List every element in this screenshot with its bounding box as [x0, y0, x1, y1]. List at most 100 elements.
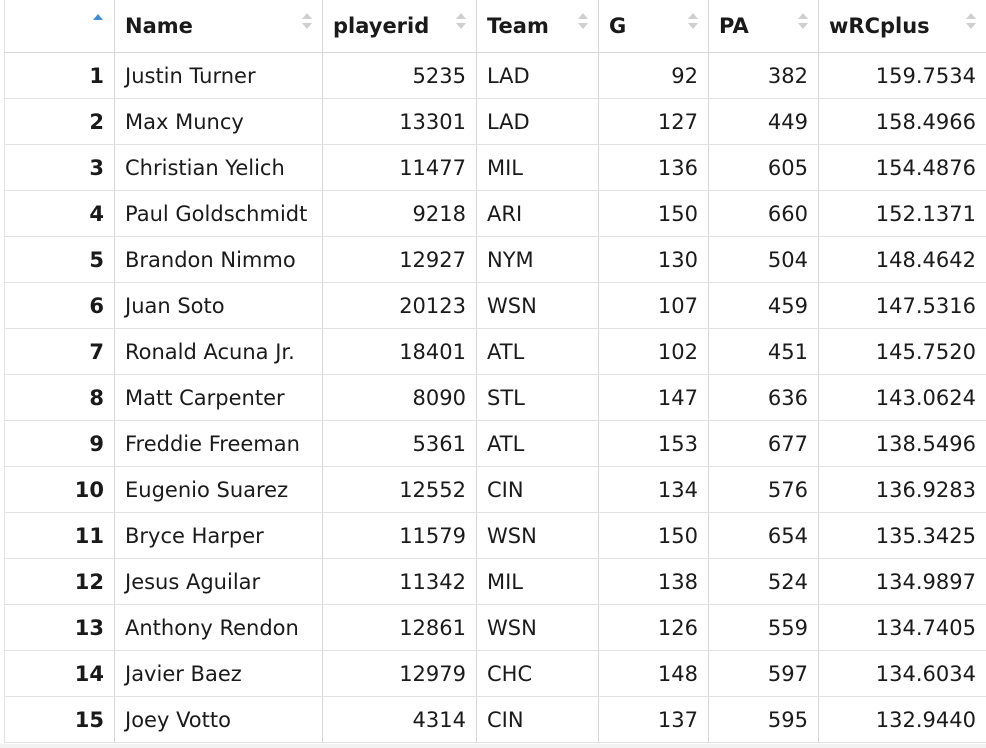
- row-index: 7: [4, 328, 115, 375]
- cell-g: 126: [598, 604, 709, 651]
- cell-playerid: 12927: [322, 236, 477, 283]
- cell-name: Ronald Acuna Jr.: [114, 328, 323, 375]
- cell-pa: 597: [708, 650, 819, 697]
- cell-team: CIN: [476, 466, 599, 513]
- cell-wrcplus: 154.4876: [818, 144, 986, 191]
- row-index: 14: [4, 650, 115, 697]
- row-index: 1: [4, 52, 115, 99]
- cell-pa: 595: [708, 696, 819, 743]
- cell-playerid: 20123: [322, 282, 477, 329]
- cell-team: MIL: [476, 558, 599, 605]
- cell-name: Max Muncy: [114, 98, 323, 145]
- column-header-name[interactable]: Name: [114, 0, 323, 53]
- cell-g: 130: [598, 236, 709, 283]
- cell-g: 102: [598, 328, 709, 375]
- sort-arrows-icon[interactable]: [302, 13, 312, 31]
- cell-pa: 576: [708, 466, 819, 513]
- column-header-pa[interactable]: PA: [708, 0, 819, 53]
- cell-playerid: 13301: [322, 98, 477, 145]
- cell-wrcplus: 134.6034: [818, 650, 986, 697]
- cell-team: NYM: [476, 236, 599, 283]
- cell-pa: 449: [708, 98, 819, 145]
- cell-pa: 654: [708, 512, 819, 559]
- table-row: 6 Juan Soto 20123 WSN 107 459 147.5316: [4, 282, 986, 329]
- column-header-team[interactable]: Team: [476, 0, 599, 53]
- cell-playerid: 11342: [322, 558, 477, 605]
- cell-team: ARI: [476, 190, 599, 237]
- cell-playerid: 8090: [322, 374, 477, 421]
- table-row: 4 Paul Goldschmidt 9218 ARI 150 660 152.1371: [4, 190, 986, 237]
- cell-name: Javier Baez: [114, 650, 323, 697]
- cell-name: Jesus Aguilar: [114, 558, 323, 605]
- table-row: 2 Max Muncy 13301 LAD 127 449 158.4966: [4, 98, 986, 145]
- cell-playerid: 5361: [322, 420, 477, 467]
- column-header-index[interactable]: [4, 0, 115, 53]
- column-header-label: Name: [125, 14, 193, 38]
- cell-g: 150: [598, 190, 709, 237]
- sort-arrows-icon[interactable]: [966, 13, 976, 31]
- cell-team: CIN: [476, 696, 599, 743]
- column-header-wrcplus[interactable]: wRCplus: [818, 0, 986, 53]
- cell-pa: 459: [708, 282, 819, 329]
- cell-g: 107: [598, 282, 709, 329]
- sort-arrows-icon[interactable]: [688, 13, 698, 31]
- cell-pa: 451: [708, 328, 819, 375]
- cell-pa: 605: [708, 144, 819, 191]
- row-index: 6: [4, 282, 115, 329]
- header-row: Name playerid Team G PA: [4, 0, 986, 53]
- cell-playerid: 5235: [322, 52, 477, 99]
- cell-team: ATL: [476, 328, 599, 375]
- cell-g: 148: [598, 650, 709, 697]
- column-header-label: Team: [487, 14, 549, 38]
- table-row: 7 Ronald Acuna Jr. 18401 ATL 102 451 145.7520: [4, 328, 986, 375]
- cell-wrcplus: 138.5496: [818, 420, 986, 467]
- cell-pa: 382: [708, 52, 819, 99]
- table-bottom-edge: [0, 744, 986, 748]
- table-row: 11 Bryce Harper 11579 WSN 150 654 135.3425: [4, 512, 986, 559]
- cell-playerid: 12861: [322, 604, 477, 651]
- cell-playerid: 4314: [322, 696, 477, 743]
- column-header-playerid[interactable]: playerid: [322, 0, 477, 53]
- row-index: 9: [4, 420, 115, 467]
- table-row: 14 Javier Baez 12979 CHC 148 597 134.6034: [4, 650, 986, 697]
- table-header: Name playerid Team G PA: [4, 0, 986, 53]
- cell-team: LAD: [476, 98, 599, 145]
- row-index: 10: [4, 466, 115, 513]
- row-index: 2: [4, 98, 115, 145]
- table-row: 9 Freddie Freeman 5361 ATL 153 677 138.5496: [4, 420, 986, 467]
- sort-ascending-icon[interactable]: [93, 14, 103, 32]
- cell-g: 137: [598, 696, 709, 743]
- cell-pa: 636: [708, 374, 819, 421]
- cell-g: 92: [598, 52, 709, 99]
- column-header-g[interactable]: G: [598, 0, 709, 53]
- cell-wrcplus: 132.9440: [818, 696, 986, 743]
- cell-g: 134: [598, 466, 709, 513]
- column-header-label: PA: [719, 14, 749, 38]
- column-header-label: wRCplus: [829, 14, 930, 38]
- sort-arrows-icon[interactable]: [578, 13, 588, 31]
- cell-g: 127: [598, 98, 709, 145]
- cell-wrcplus: 159.7534: [818, 52, 986, 99]
- cell-wrcplus: 148.4642: [818, 236, 986, 283]
- row-index: 11: [4, 512, 115, 559]
- cell-wrcplus: 152.1371: [818, 190, 986, 237]
- cell-team: WSN: [476, 512, 599, 559]
- cell-name: Juan Soto: [114, 282, 323, 329]
- cell-name: Bryce Harper: [114, 512, 323, 559]
- table-row: 1 Justin Turner 5235 LAD 92 382 159.7534: [4, 52, 986, 99]
- row-index: 8: [4, 374, 115, 421]
- cell-name: Justin Turner: [114, 52, 323, 99]
- cell-name: Christian Yelich: [114, 144, 323, 191]
- cell-team: STL: [476, 374, 599, 421]
- cell-playerid: 18401: [322, 328, 477, 375]
- cell-wrcplus: 136.9283: [818, 466, 986, 513]
- cell-playerid: 11477: [322, 144, 477, 191]
- row-index: 15: [4, 696, 115, 743]
- cell-name: Freddie Freeman: [114, 420, 323, 467]
- cell-g: 150: [598, 512, 709, 559]
- cell-wrcplus: 134.9897: [818, 558, 986, 605]
- cell-pa: 677: [708, 420, 819, 467]
- sort-arrows-icon[interactable]: [798, 13, 808, 31]
- cell-name: Joey Votto: [114, 696, 323, 743]
- sort-arrows-icon[interactable]: [456, 13, 466, 31]
